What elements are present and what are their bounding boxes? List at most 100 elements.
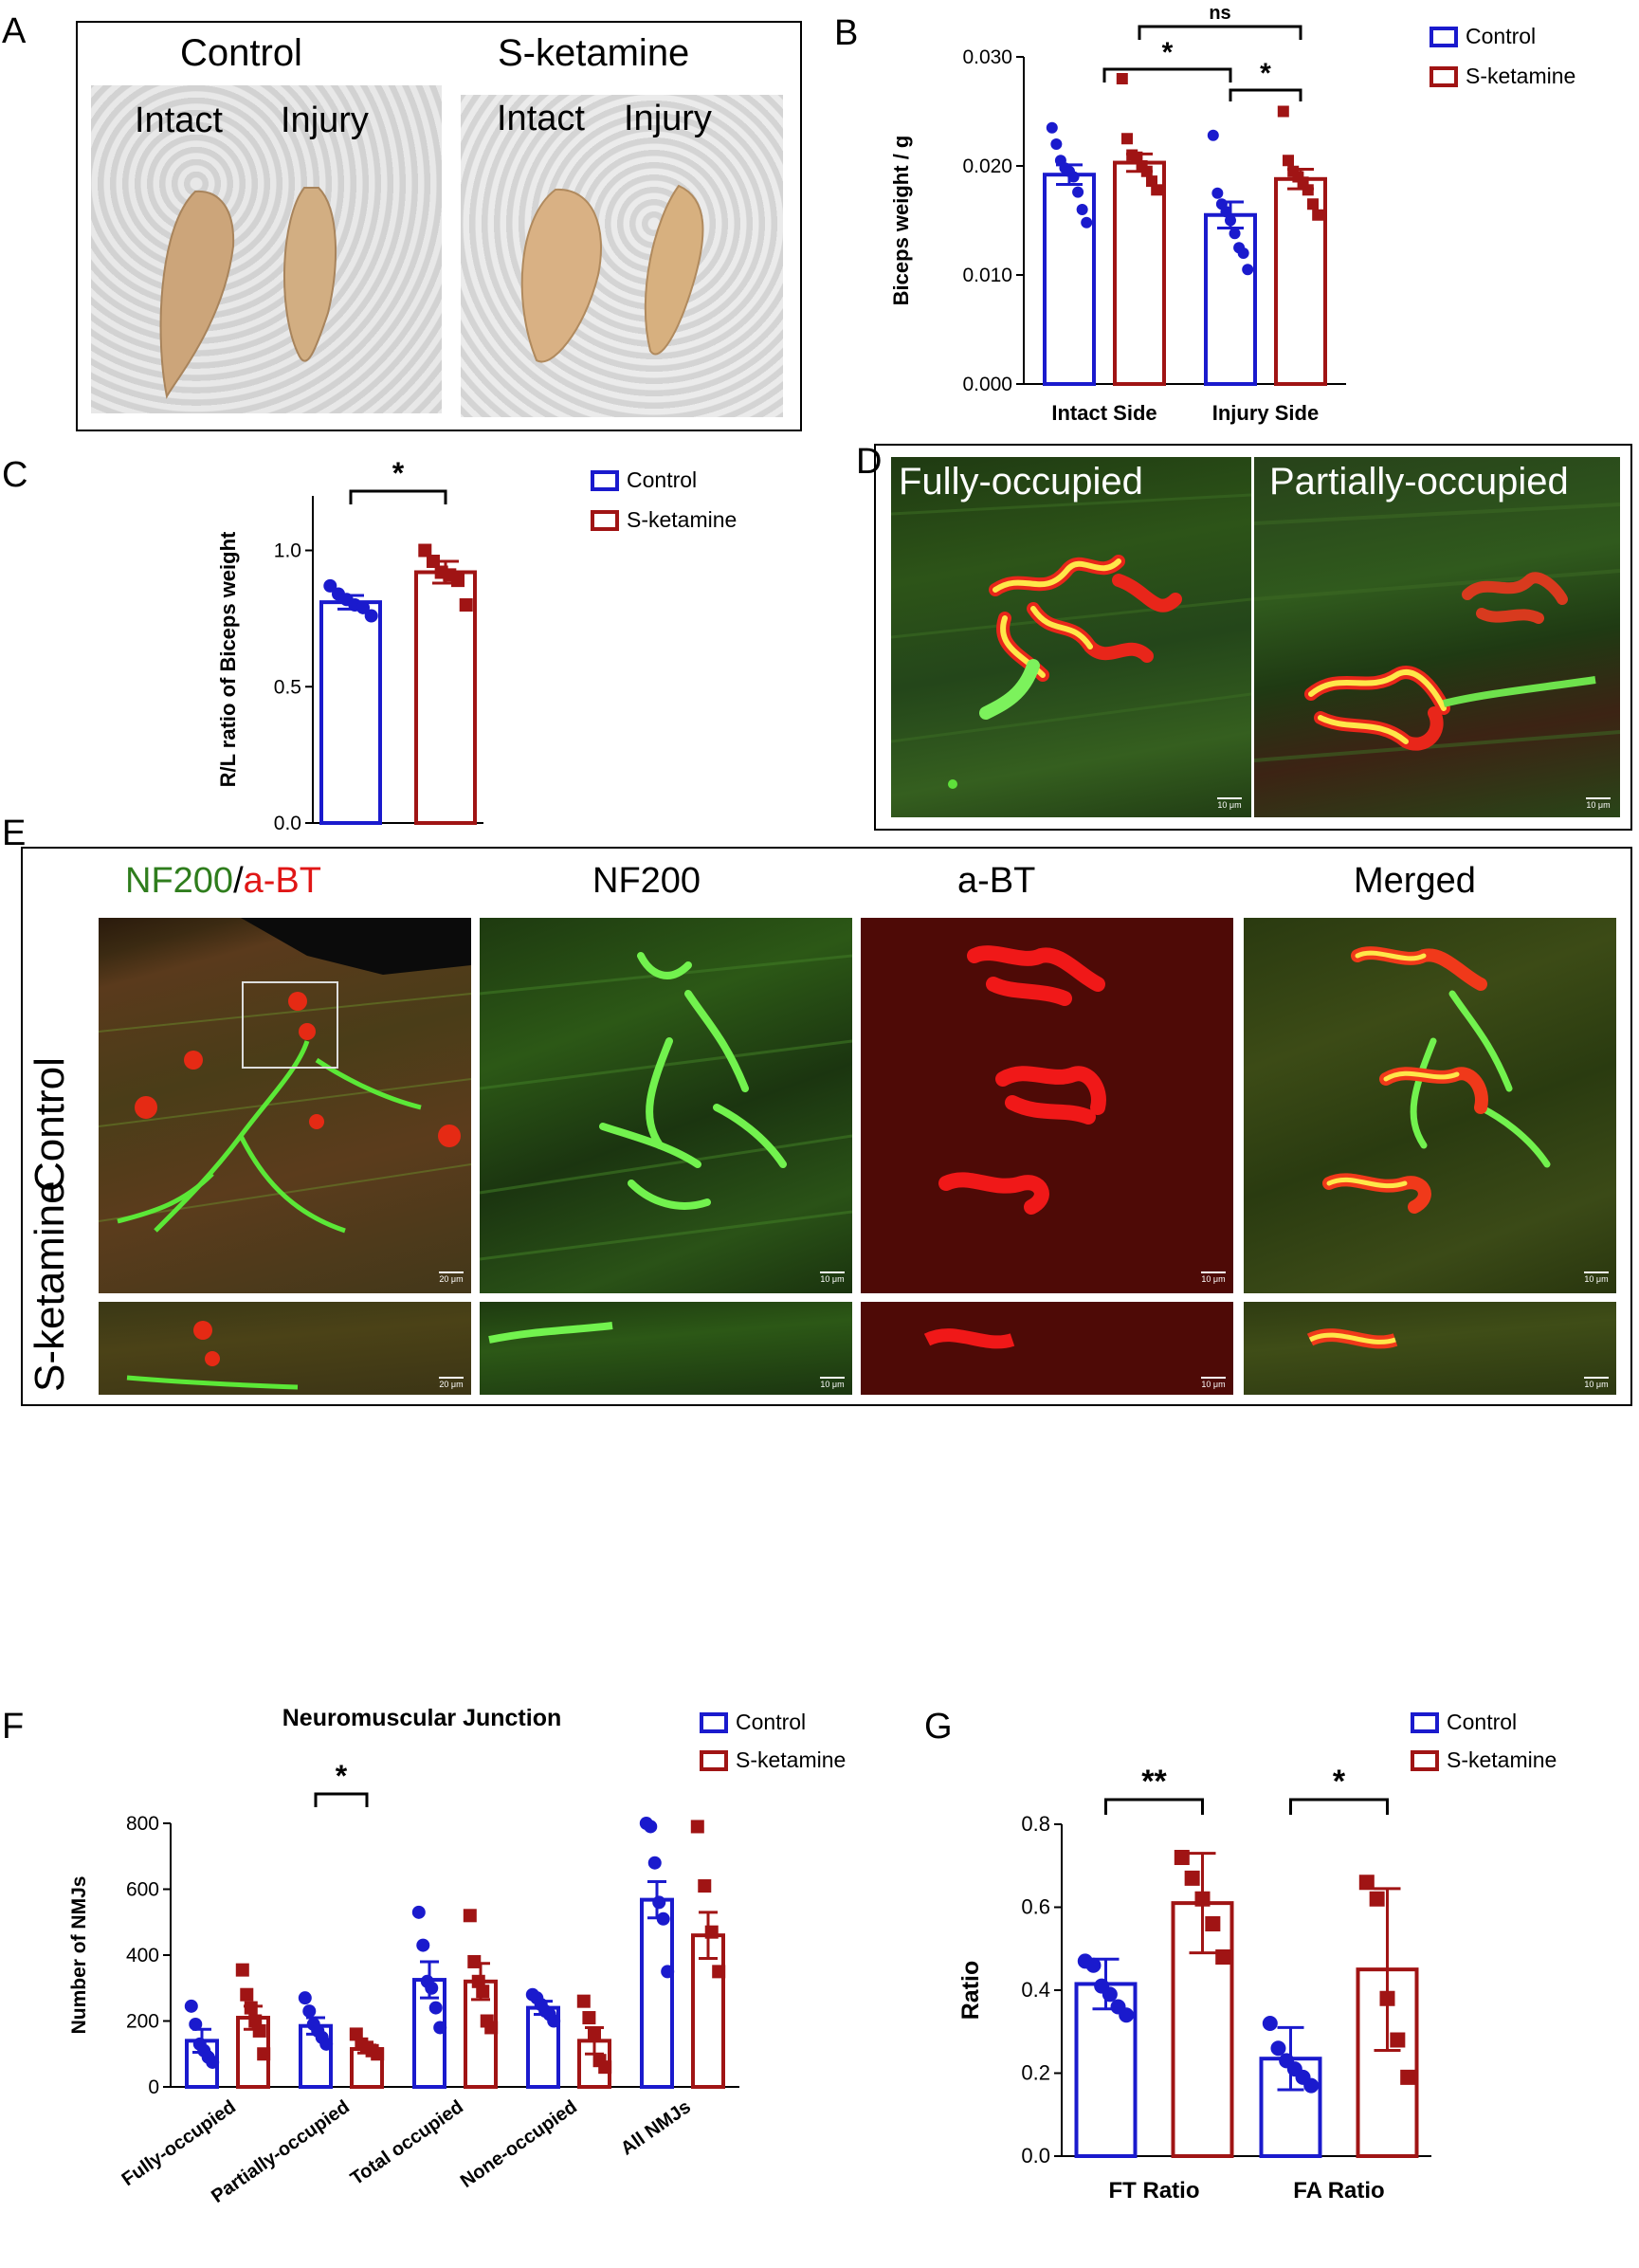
sketamine-injury-label: Injury bbox=[624, 99, 712, 138]
data-point-sketamine bbox=[582, 2011, 596, 2025]
data-point-sketamine bbox=[484, 2021, 499, 2035]
data-point-control bbox=[1050, 138, 1063, 150]
control-intact-label: Intact bbox=[135, 101, 223, 140]
data-point-control bbox=[1081, 216, 1093, 229]
scale-bar-e1-label: 20 μm bbox=[439, 1274, 464, 1284]
data-point-sketamine bbox=[371, 2047, 385, 2061]
data-point-control bbox=[1119, 2007, 1135, 2023]
scale-bar-e1: 20 μm bbox=[439, 1271, 464, 1284]
data-point-sketamine bbox=[1121, 133, 1133, 145]
x-tick-label: None-occupied bbox=[457, 2096, 581, 2192]
bar-control-1 bbox=[1204, 212, 1257, 386]
panel-label-f: F bbox=[2, 1707, 25, 1747]
legend-swatch-0 bbox=[700, 1712, 728, 1733]
legend-label-1: S-ketamine bbox=[736, 1747, 846, 1772]
data-point-control bbox=[433, 2021, 447, 2035]
data-point-sketamine bbox=[1205, 1916, 1221, 1931]
y-tick-label: 600 bbox=[126, 1879, 159, 1901]
data-point-control bbox=[1225, 214, 1236, 227]
col-header-nf200-green: NF200 bbox=[125, 861, 234, 901]
panel-a-sketamine-title: S-ketamine bbox=[498, 32, 690, 74]
data-point-sketamine bbox=[1140, 165, 1153, 177]
scale-bar-d1-label: 10 μm bbox=[1217, 800, 1242, 810]
row-header-control: Control bbox=[27, 1057, 73, 1192]
x-tick-label: FT Ratio bbox=[1109, 2178, 1200, 2204]
data-point-sketamine bbox=[1358, 1875, 1375, 1891]
data-point-sketamine bbox=[1307, 198, 1319, 210]
data-point-control bbox=[206, 2055, 220, 2069]
data-point-control bbox=[184, 1999, 198, 2013]
scale-bar-e3: 10 μm bbox=[1201, 1271, 1226, 1284]
scale-bar-e4: 10 μm bbox=[1584, 1271, 1609, 1284]
panel-a-frame bbox=[76, 21, 802, 431]
fully-occupied-label: Fully-occupied bbox=[899, 461, 1143, 503]
y-axis-label: Number of NMJs bbox=[68, 1876, 90, 2035]
data-point-sketamine bbox=[1131, 151, 1143, 163]
data-point-control bbox=[416, 1938, 430, 1952]
data-point-control bbox=[428, 2001, 443, 2015]
data-point-sketamine bbox=[1184, 1870, 1200, 1886]
y-tick-label: 800 bbox=[126, 1813, 159, 1835]
scale-bar-e8-label: 10 μm bbox=[1584, 1380, 1609, 1389]
data-point-sketamine bbox=[1302, 184, 1314, 196]
chart-f-nmj-counts: 0 200 400 600 800 Number of NMJs Fully-occupie… bbox=[68, 1705, 846, 2207]
control-overview-image: 20 μm bbox=[99, 918, 471, 1293]
sketamine-abt-image: 10 μm bbox=[861, 1302, 1233, 1395]
scale-bar-e3-label: 10 μm bbox=[1201, 1274, 1226, 1284]
data-point-control bbox=[1237, 247, 1249, 259]
data-point-sketamine bbox=[1174, 1850, 1190, 1865]
sketamine-overview-image: 20 μm bbox=[99, 1302, 471, 1395]
y-tick-label: 0.8 bbox=[1021, 1812, 1050, 1836]
data-point-sketamine bbox=[1146, 175, 1157, 188]
data-point-control bbox=[652, 1895, 666, 1910]
bar-control-4 bbox=[640, 1897, 674, 2089]
y-tick-label: 400 bbox=[126, 1945, 159, 1966]
scale-bar-d1: 10 μm bbox=[1217, 797, 1242, 810]
data-point-sketamine bbox=[588, 2027, 601, 2041]
scale-bar-d2: 10 μm bbox=[1586, 797, 1611, 810]
data-point-sketamine bbox=[1151, 184, 1163, 196]
y-tick-label: 200 bbox=[126, 2011, 159, 2033]
data-point-control bbox=[547, 2014, 561, 2028]
y-axis-label: Biceps weight / g bbox=[889, 136, 913, 306]
scale-bar-e2: 10 μm bbox=[820, 1271, 845, 1284]
panel-label-b: B bbox=[834, 13, 859, 53]
legend-label-0: Control bbox=[736, 1710, 806, 1734]
data-point-sketamine bbox=[467, 1954, 482, 1968]
y-tick-label: 0.020 bbox=[962, 155, 1012, 177]
data-point-control bbox=[1211, 187, 1224, 199]
scale-bar-e5: 20 μm bbox=[439, 1377, 464, 1389]
significance-bracket bbox=[349, 489, 447, 504]
data-point-sketamine bbox=[1116, 73, 1128, 84]
data-point-sketamine bbox=[712, 1965, 726, 1979]
data-point-sketamine bbox=[576, 1994, 591, 2008]
significance-bracket bbox=[1104, 1798, 1204, 1815]
photo-control-muscles: Intact Injury bbox=[91, 85, 442, 413]
y-tick-label: 1.0 bbox=[274, 540, 301, 562]
panel-label-d: D bbox=[856, 442, 883, 482]
data-point-control bbox=[647, 1856, 662, 1870]
significance-bracket bbox=[314, 1792, 369, 1807]
x-tick-label: Intact Side bbox=[1051, 401, 1156, 425]
legend-label-1: S-ketamine bbox=[1447, 1747, 1557, 1772]
panel-label-a: A bbox=[2, 11, 27, 51]
scale-bar-e8: 10 μm bbox=[1584, 1377, 1609, 1389]
sketamine-merged-image: 10 μm bbox=[1244, 1302, 1616, 1395]
x-tick-label: Total occupied bbox=[347, 2096, 467, 2189]
data-point-sketamine bbox=[690, 1820, 704, 1834]
data-point-control bbox=[411, 1905, 426, 1919]
data-point-control bbox=[425, 1981, 439, 1995]
data-point-sketamine bbox=[1400, 2069, 1416, 2085]
data-point-control bbox=[319, 2037, 334, 2051]
data-point-control bbox=[323, 578, 337, 593]
significance-bracket bbox=[1102, 67, 1232, 82]
data-point-sketamine bbox=[1215, 1949, 1231, 1965]
partially-occupied-label: Partially-occupied bbox=[1269, 461, 1569, 503]
data-point-sketamine bbox=[451, 574, 465, 588]
data-point-control bbox=[1270, 2040, 1286, 2057]
legend-swatch-1 bbox=[1430, 66, 1458, 87]
data-point-control bbox=[644, 1820, 658, 1834]
control-nf200-image: 10 μm bbox=[480, 918, 852, 1293]
y-axis-label: R/L ratio of Biceps weight bbox=[216, 531, 240, 787]
data-point-sketamine bbox=[240, 1987, 254, 2002]
